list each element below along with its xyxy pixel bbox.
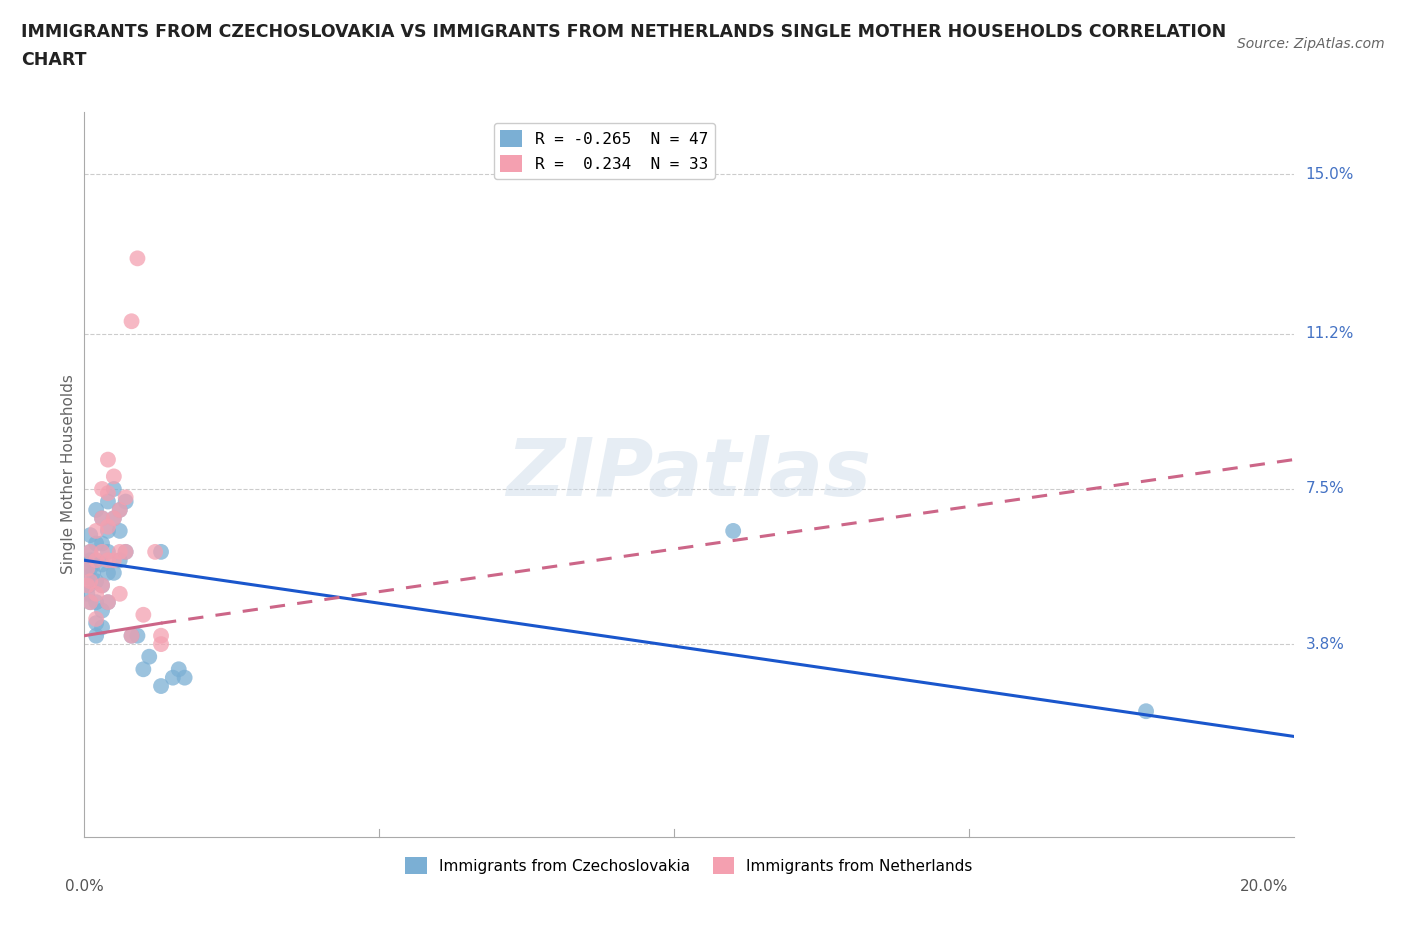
- Point: [91, 578, 114, 592]
- Text: CHART: CHART: [21, 51, 87, 69]
- Point: [108, 552, 131, 567]
- Text: Source: ZipAtlas.com: Source: ZipAtlas.com: [1237, 37, 1385, 51]
- Point: [121, 313, 143, 328]
- Point: [91, 536, 114, 551]
- Point: [77, 578, 100, 592]
- Text: ZIPatlas: ZIPatlas: [506, 435, 872, 513]
- Point: [84, 552, 107, 567]
- Point: [97, 452, 120, 467]
- Point: [84, 502, 107, 517]
- Point: [91, 604, 114, 618]
- Point: [84, 629, 107, 644]
- Point: [91, 557, 114, 572]
- Point: [84, 612, 107, 627]
- Text: 20.0%: 20.0%: [1240, 879, 1288, 894]
- Text: 7.5%: 7.5%: [1305, 482, 1344, 497]
- Point: [121, 629, 143, 644]
- Point: [97, 552, 120, 567]
- Text: 11.2%: 11.2%: [1305, 326, 1354, 341]
- Point: [76, 578, 98, 592]
- Point: [97, 519, 120, 534]
- Point: [103, 482, 125, 497]
- Point: [84, 574, 107, 589]
- Point: [79, 527, 101, 542]
- Point: [132, 607, 155, 622]
- Point: [1135, 704, 1157, 719]
- Point: [79, 544, 101, 559]
- Point: [97, 565, 120, 580]
- Point: [103, 565, 125, 580]
- Point: [167, 662, 190, 677]
- Point: [97, 595, 120, 610]
- Point: [138, 649, 160, 664]
- Point: [76, 569, 98, 584]
- Point: [114, 490, 136, 505]
- Point: [103, 511, 125, 525]
- Point: [103, 552, 125, 567]
- Point: [114, 544, 136, 559]
- Point: [127, 251, 149, 266]
- Point: [108, 586, 131, 601]
- Text: 0.0%: 0.0%: [65, 879, 104, 894]
- Point: [97, 595, 120, 610]
- Point: [150, 629, 173, 644]
- Point: [76, 557, 98, 572]
- Point: [127, 629, 149, 644]
- Point: [114, 494, 136, 509]
- Point: [173, 671, 195, 685]
- Point: [84, 616, 107, 631]
- Point: [108, 524, 131, 538]
- Point: [132, 662, 155, 677]
- Point: [76, 561, 98, 576]
- Point: [91, 620, 114, 635]
- Point: [108, 544, 131, 559]
- Text: 15.0%: 15.0%: [1305, 167, 1354, 182]
- Point: [84, 524, 107, 538]
- Point: [79, 574, 101, 589]
- Point: [114, 544, 136, 559]
- Point: [150, 544, 173, 559]
- Y-axis label: Single Mother Households: Single Mother Households: [60, 375, 76, 574]
- Point: [103, 469, 125, 484]
- Point: [162, 671, 184, 685]
- Point: [79, 595, 101, 610]
- Point: [91, 511, 114, 525]
- Point: [97, 494, 120, 509]
- Point: [97, 485, 120, 500]
- Point: [82, 565, 104, 580]
- Point: [84, 586, 107, 601]
- Point: [79, 595, 101, 610]
- Point: [79, 552, 101, 567]
- Point: [97, 524, 120, 538]
- Point: [150, 637, 173, 652]
- Point: [91, 482, 114, 497]
- Point: [97, 544, 120, 559]
- Point: [76, 586, 98, 601]
- Point: [79, 561, 101, 576]
- Point: [79, 544, 101, 559]
- Point: [108, 502, 131, 517]
- Text: IMMIGRANTS FROM CZECHOSLOVAKIA VS IMMIGRANTS FROM NETHERLANDS SINGLE MOTHER HOUS: IMMIGRANTS FROM CZECHOSLOVAKIA VS IMMIGR…: [21, 23, 1226, 41]
- Point: [84, 595, 107, 610]
- Point: [143, 544, 166, 559]
- Point: [721, 524, 744, 538]
- Point: [108, 502, 131, 517]
- Point: [91, 511, 114, 525]
- Point: [91, 578, 114, 592]
- Text: 3.8%: 3.8%: [1305, 637, 1344, 652]
- Point: [84, 552, 107, 567]
- Point: [150, 679, 173, 694]
- Legend: Immigrants from Czechoslovakia, Immigrants from Netherlands: Immigrants from Czechoslovakia, Immigran…: [399, 851, 979, 880]
- Point: [103, 511, 125, 525]
- Point: [91, 544, 114, 559]
- Point: [121, 629, 143, 644]
- Point: [84, 536, 107, 551]
